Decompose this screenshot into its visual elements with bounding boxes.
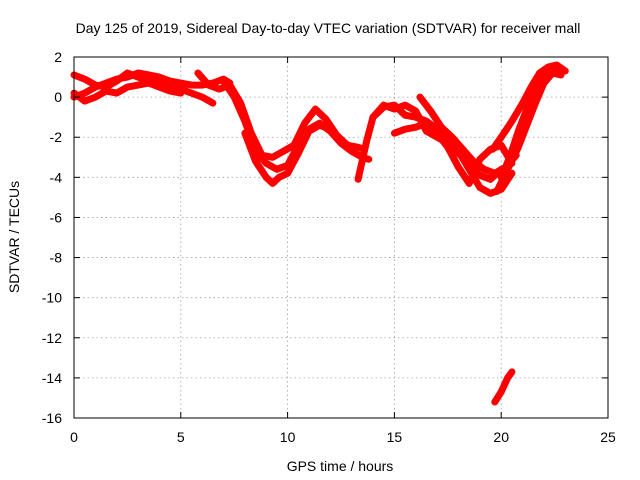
series-track-14 bbox=[491, 368, 516, 406]
series-track-10 bbox=[416, 93, 520, 177]
y-tick-label: -16 bbox=[42, 410, 62, 426]
y-tick-label: -12 bbox=[42, 330, 62, 346]
y-tick-label: -2 bbox=[50, 129, 63, 145]
chart-title: Day 125 of 2019, Sidereal Day-to-day VTE… bbox=[76, 20, 581, 36]
y-tick-label: -10 bbox=[42, 290, 62, 306]
x-tick-label: 0 bbox=[70, 429, 78, 445]
plot-frame bbox=[73, 56, 609, 419]
x-axis-label: GPS time / hours bbox=[287, 458, 394, 474]
y-tick-label: 0 bbox=[54, 89, 62, 105]
y-tick-label: -14 bbox=[42, 370, 62, 386]
y-tick-label: -4 bbox=[50, 169, 63, 185]
x-tick-label: 5 bbox=[177, 429, 185, 445]
y-tick-label: -6 bbox=[50, 209, 63, 225]
x-tick-label: 15 bbox=[387, 429, 403, 445]
x-tick-label: 25 bbox=[600, 429, 616, 445]
series-layer bbox=[70, 61, 569, 406]
x-tick-label: 10 bbox=[280, 429, 296, 445]
series-track-13 bbox=[497, 63, 567, 181]
series-track-6 bbox=[241, 121, 356, 187]
y-tick-label: 2 bbox=[54, 49, 62, 65]
y-axis-label: SDTVAR / TECUs bbox=[6, 181, 22, 293]
x-tick-label: 20 bbox=[493, 429, 509, 445]
y-tick-label: -8 bbox=[50, 250, 63, 266]
series-track-3 bbox=[70, 79, 185, 105]
